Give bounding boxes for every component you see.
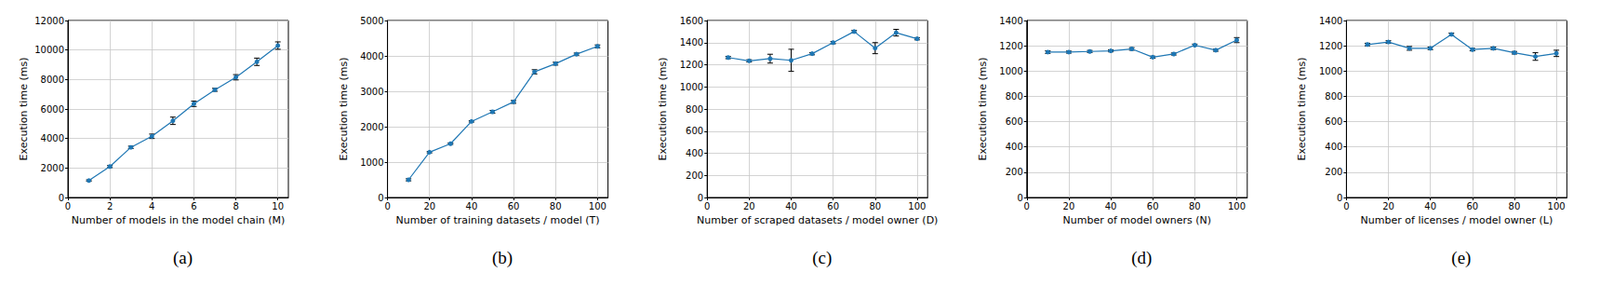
svg-text:200: 200 (685, 170, 704, 181)
svg-text:800: 800 (1005, 91, 1024, 102)
svg-text:1600: 1600 (680, 15, 704, 27)
svg-text:0: 0 (1343, 200, 1349, 212)
svg-text:(c): (c) (812, 247, 832, 268)
svg-text:600: 600 (1005, 116, 1024, 127)
svg-text:600: 600 (1324, 116, 1343, 127)
svg-text:100: 100 (588, 200, 607, 212)
svg-text:60: 60 (826, 200, 840, 212)
svg-text:400: 400 (1005, 141, 1024, 152)
svg-text:1400: 1400 (1319, 15, 1343, 27)
svg-text:2000: 2000 (40, 162, 65, 174)
svg-text:1200: 1200 (1319, 40, 1343, 52)
svg-text:8000: 8000 (40, 74, 65, 85)
svg-text:1000: 1000 (360, 157, 384, 168)
svg-text:0: 0 (377, 192, 384, 203)
svg-text:80: 80 (868, 200, 881, 212)
svg-text:Execution time (ms): Execution time (ms) (656, 57, 669, 161)
svg-text:200: 200 (1324, 166, 1343, 177)
svg-text:2: 2 (106, 200, 113, 212)
svg-text:400: 400 (685, 147, 704, 159)
svg-text:Execution time (ms): Execution time (ms) (17, 57, 30, 161)
svg-text:10000: 10000 (34, 44, 65, 55)
svg-text:40: 40 (466, 200, 479, 212)
svg-text:Execution time (ms): Execution time (ms) (1295, 57, 1308, 161)
svg-text:Number of licenses / model own: Number of licenses / model owner (L) (1360, 213, 1554, 227)
svg-text:20: 20 (743, 200, 756, 212)
svg-text:Number of model owners (N): Number of model owners (N) (1063, 213, 1213, 227)
svg-text:800: 800 (1324, 91, 1343, 102)
svg-text:6: 6 (190, 200, 197, 212)
svg-text:40: 40 (1424, 200, 1437, 212)
svg-text:100: 100 (907, 200, 926, 212)
svg-text:60: 60 (1466, 200, 1479, 212)
svg-text:(e): (e) (1451, 247, 1471, 268)
svg-text:0: 0 (1336, 192, 1343, 203)
svg-text:40: 40 (785, 200, 798, 212)
svg-text:80: 80 (1508, 200, 1521, 212)
svg-text:Number of scraped datasets / m: Number of scraped datasets / model owner… (696, 213, 938, 227)
svg-text:1000: 1000 (1319, 66, 1343, 77)
svg-text:0: 0 (1024, 200, 1030, 212)
svg-text:0: 0 (697, 192, 704, 203)
svg-text:0: 0 (384, 200, 390, 212)
svg-text:(a): (a) (173, 247, 193, 268)
svg-text:(d): (d) (1131, 247, 1152, 268)
svg-text:600: 600 (685, 125, 704, 136)
svg-text:1200: 1200 (680, 59, 704, 70)
svg-text:5000: 5000 (360, 15, 384, 27)
svg-text:1000: 1000 (680, 81, 704, 93)
svg-text:80: 80 (1188, 200, 1201, 212)
svg-text:0: 0 (1016, 192, 1023, 203)
svg-text:80: 80 (549, 200, 562, 212)
svg-text:Execution time (ms): Execution time (ms) (337, 57, 350, 161)
svg-text:Number of training datasets /: Number of training datasets / model (T) (396, 213, 600, 227)
svg-text:2000: 2000 (360, 121, 384, 133)
svg-text:12000: 12000 (34, 15, 65, 27)
svg-text:(b): (b) (492, 247, 513, 268)
svg-text:60: 60 (507, 200, 520, 212)
svg-text:1400: 1400 (680, 37, 704, 48)
svg-text:4000: 4000 (40, 133, 65, 144)
svg-text:4000: 4000 (360, 51, 384, 62)
svg-text:100: 100 (1547, 200, 1566, 212)
svg-text:0: 0 (65, 200, 71, 212)
svg-text:1200: 1200 (999, 40, 1023, 52)
svg-text:0: 0 (58, 192, 65, 203)
svg-text:6000: 6000 (40, 104, 65, 115)
svg-text:3000: 3000 (360, 86, 384, 97)
svg-text:0: 0 (704, 200, 710, 212)
svg-text:10: 10 (271, 200, 284, 212)
svg-text:1000: 1000 (999, 66, 1023, 77)
svg-text:40: 40 (1105, 200, 1118, 212)
svg-text:800: 800 (685, 104, 704, 115)
svg-text:400: 400 (1324, 141, 1343, 152)
svg-text:4: 4 (148, 200, 155, 212)
svg-text:20: 20 (1063, 200, 1076, 212)
svg-text:8: 8 (232, 200, 239, 212)
svg-text:Execution time (ms): Execution time (ms) (976, 57, 989, 161)
svg-text:20: 20 (1382, 200, 1395, 212)
svg-text:20: 20 (423, 200, 436, 212)
svg-text:200: 200 (1005, 166, 1024, 177)
svg-text:100: 100 (1227, 200, 1246, 212)
svg-text:1400: 1400 (999, 15, 1023, 27)
svg-text:60: 60 (1146, 200, 1160, 212)
svg-text:Number of models in the model: Number of models in the model chain (M) (71, 213, 285, 227)
